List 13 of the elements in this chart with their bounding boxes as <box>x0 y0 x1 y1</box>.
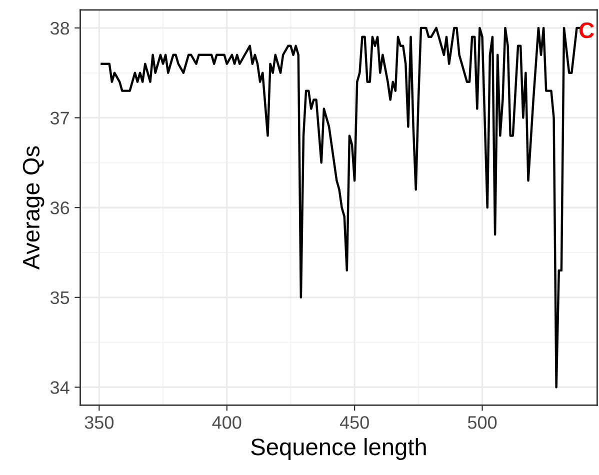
x-axis-title: Sequence length <box>251 438 426 460</box>
line-series <box>100 26 580 388</box>
y-axis-title: Average Qs <box>22 146 44 270</box>
y-tick-label: 34 <box>50 381 70 394</box>
y-tick-label: 36 <box>50 202 70 214</box>
x-tick-label: 450 <box>340 416 369 429</box>
x-tick-label: 400 <box>212 416 242 429</box>
y-tick-label: 35 <box>50 291 70 304</box>
y-tick-label: 37 <box>50 112 69 124</box>
x-tick-label: 350 <box>84 416 114 429</box>
y-tick-label: 38 <box>50 22 70 35</box>
x-tick-label: 500 <box>468 416 497 429</box>
annotation: C <box>579 22 594 38</box>
